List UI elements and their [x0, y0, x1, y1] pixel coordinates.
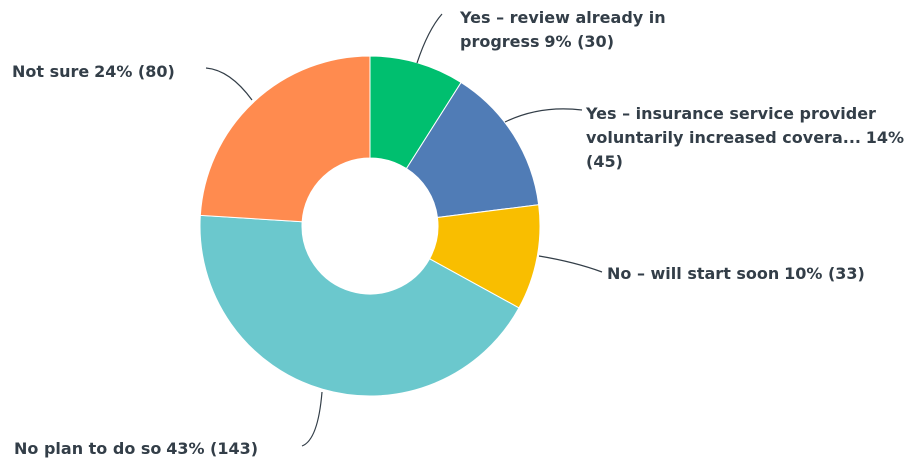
leader-line	[301, 391, 323, 447]
slice	[199, 55, 371, 223]
slice-label: No plan to do so 43% (143)	[14, 437, 258, 461]
slice-label: Yes – insurance service provider volunta…	[586, 102, 922, 174]
value-label: 24% (80)	[94, 62, 175, 81]
slice	[405, 81, 540, 219]
category-label: No – will start soon	[607, 264, 780, 283]
value-label: 9% (30)	[544, 32, 614, 51]
slice-label: Yes – review already in progress 9% (30)	[460, 6, 730, 54]
leader-line	[205, 67, 253, 101]
category-label: Not sure	[12, 62, 90, 81]
slice	[199, 214, 520, 397]
leader-line	[538, 255, 603, 273]
slice-label: Not sure 24% (80)	[12, 60, 175, 84]
category-label: Yes – review already in progress	[460, 8, 666, 51]
slices	[199, 55, 541, 397]
category-label: No plan to do so	[14, 439, 162, 458]
slice-label: No – will start soon 10% (33)	[607, 262, 924, 286]
value-label: 43% (143)	[166, 439, 259, 458]
value-label: 14% (45)	[586, 128, 905, 171]
leader-line	[416, 13, 443, 64]
leader-line	[504, 108, 583, 123]
category-label: Yes – insurance service provider volunta…	[586, 104, 876, 147]
value-label: 10% (33)	[784, 264, 865, 283]
